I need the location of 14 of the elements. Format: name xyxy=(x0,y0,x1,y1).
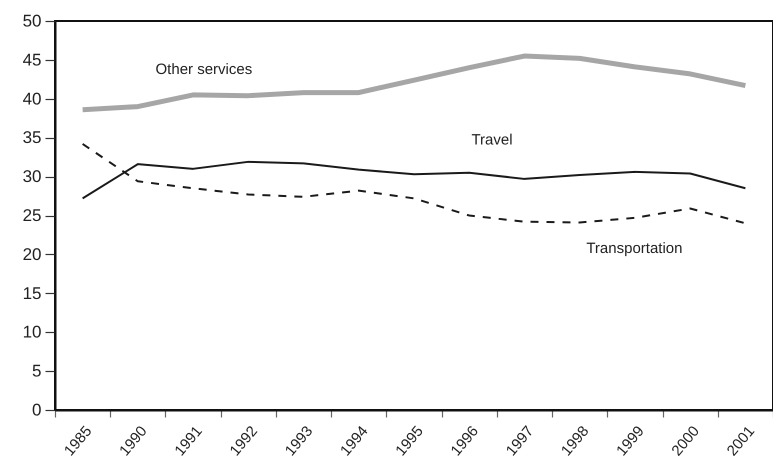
y-tick-label: 10 xyxy=(22,322,42,342)
y-tick-label: 0 xyxy=(32,400,42,420)
y-tick-label: 30 xyxy=(22,167,42,186)
series-label: Other services xyxy=(156,61,252,78)
y-tick-label: 40 xyxy=(22,89,42,108)
y-tick-label: 15 xyxy=(22,284,42,303)
y-tick-label: 35 xyxy=(22,128,42,148)
y-tick-label: 5 xyxy=(32,362,42,381)
y-tick-label: 45 xyxy=(22,50,42,70)
y-tick-label: 25 xyxy=(22,206,42,225)
series-label: Travel xyxy=(471,131,513,148)
y-tick-label: 50 xyxy=(22,12,42,30)
y-tick-label: 20 xyxy=(22,244,42,264)
series-label: Transportation xyxy=(586,240,682,258)
